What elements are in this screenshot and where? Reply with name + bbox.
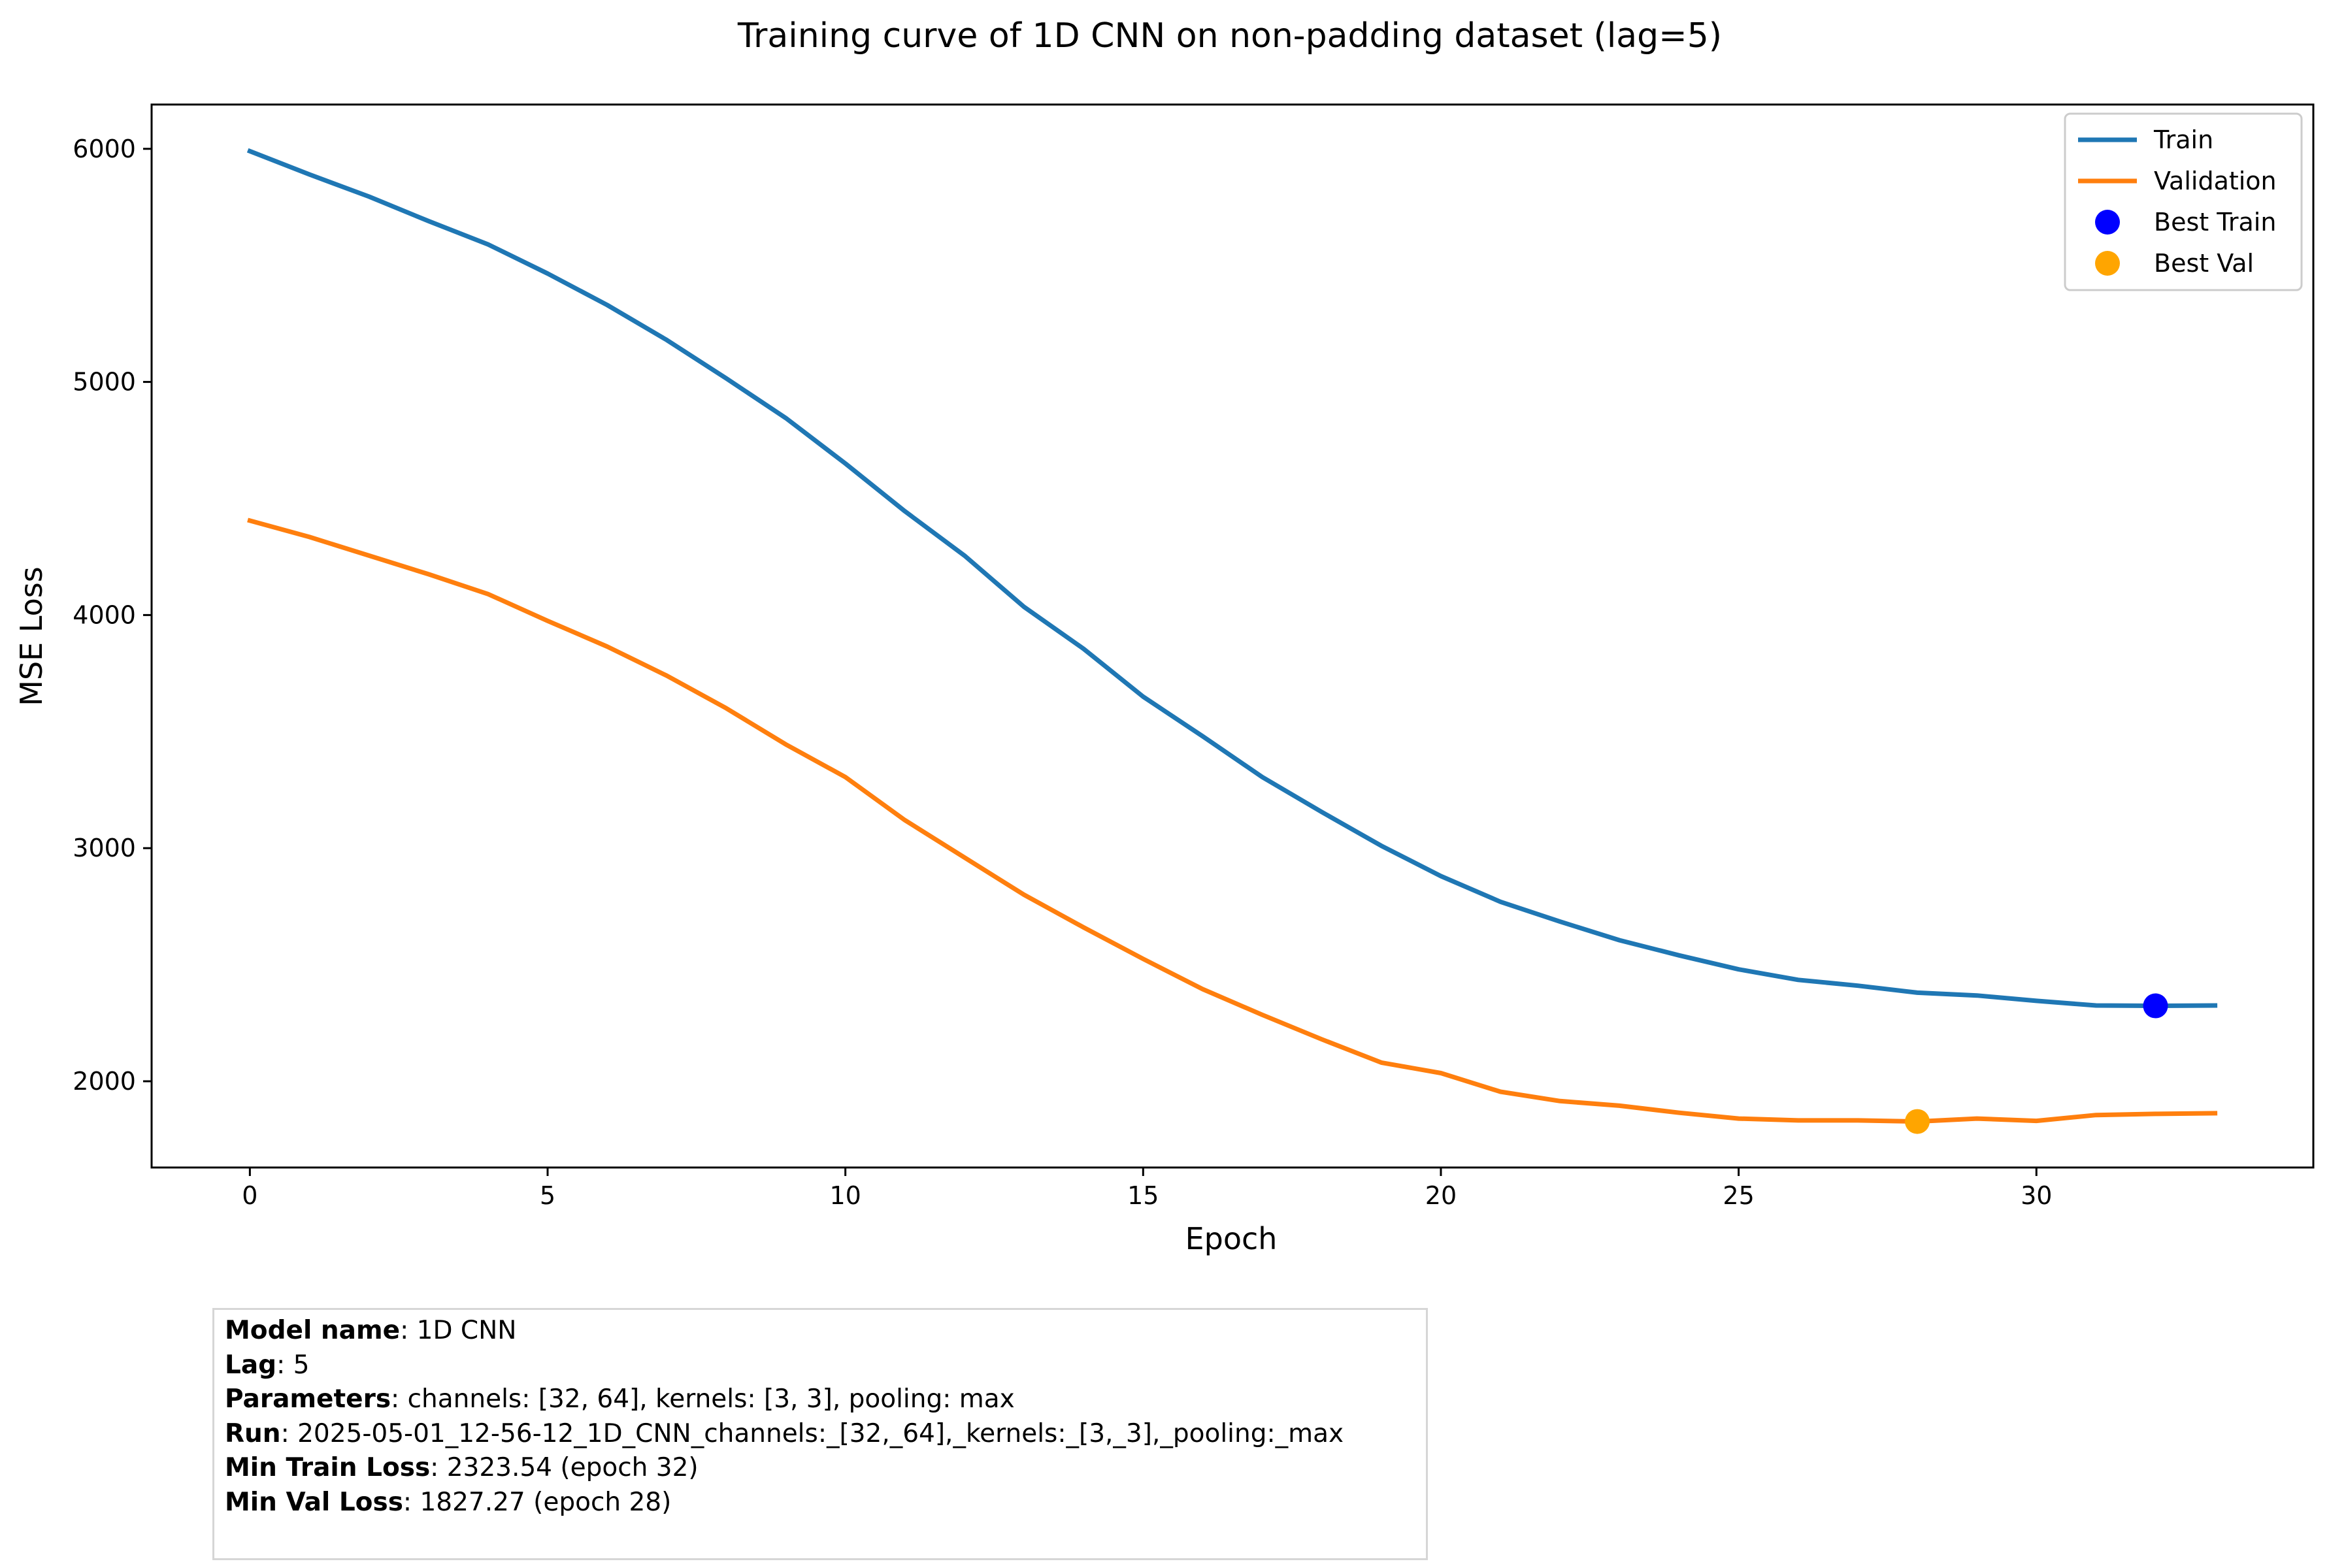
series-line-validation	[247, 517, 2218, 1124]
legend-box	[2064, 112, 2303, 291]
info-value: : 5	[276, 1350, 310, 1380]
info-value: : 1827.27 (epoch 28)	[403, 1487, 672, 1517]
info-key: Min Val Loss	[225, 1487, 403, 1517]
legend-best-train-marker	[2095, 210, 2120, 235]
legend-best-val-marker	[2095, 251, 2120, 276]
info-run: Run: 2025-05-01_12-56-12_1D_CNN_channels…	[225, 1417, 1415, 1452]
info-value: : 2323.54 (epoch 32)	[430, 1453, 699, 1482]
x-tick-label: 0	[242, 1181, 257, 1210]
chart-title: Training curve of 1D CNN on non-padding …	[737, 16, 1722, 56]
y-tick-label: 3000	[73, 834, 136, 862]
info-key: Lag	[225, 1350, 277, 1380]
legend-best-val-label: Best Val	[2154, 249, 2254, 278]
y-tick-label: 6000	[73, 135, 136, 163]
legend-validation-label: Validation	[2154, 167, 2277, 195]
legend: Train Validation Best Train Best Val	[2064, 112, 2303, 291]
info-value: : 2025-05-01_12-56-12_1D_CNN_channels:_[…	[280, 1418, 1344, 1448]
info-lag: Lag: 5	[225, 1348, 1415, 1383]
info-value: : channels: [32, 64], kernels: [3, 3], p…	[391, 1384, 1015, 1414]
legend-best-train-label: Best Train	[2154, 208, 2276, 237]
series-layer	[246, 148, 2218, 1124]
info-key: Parameters	[225, 1384, 391, 1414]
y-axis-ticks: 2000 3000 4000 5000 6000	[73, 135, 152, 1096]
y-tick-label: 2000	[73, 1067, 136, 1096]
y-tick-label: 5000	[73, 368, 136, 397]
plot-frame	[150, 103, 2315, 1169]
info-key: Min Train Loss	[225, 1453, 431, 1482]
info-model-name: Model name: 1D CNN	[225, 1314, 1415, 1348]
x-tick-label: 30	[2021, 1181, 2052, 1210]
model-info-box: Model name: 1D CNN Lag: 5 Parameters: ch…	[212, 1308, 1428, 1560]
best-train-marker	[2143, 993, 2168, 1019]
marker-layer	[1904, 993, 2168, 1134]
info-parameters: Parameters: channels: [32, 64], kernels:…	[225, 1382, 1415, 1417]
x-tick-label: 10	[829, 1181, 861, 1210]
info-min-val-loss: Min Val Loss: 1827.27 (epoch 28)	[225, 1486, 1415, 1520]
info-value: : 1D CNN	[400, 1316, 517, 1345]
info-key: Model name	[225, 1316, 401, 1345]
info-key: Run	[225, 1418, 281, 1448]
x-axis-label: Epoch	[1185, 1221, 1278, 1256]
info-min-train-loss: Min Train Loss: 2323.54 (epoch 32)	[225, 1451, 1415, 1486]
legend-train-label: Train	[2153, 125, 2213, 154]
y-tick-label: 4000	[73, 600, 136, 629]
best-val-marker	[1904, 1109, 1930, 1134]
plot-area	[152, 105, 2313, 1168]
x-axis-ticks: 0 5 10 15 20 25 30	[242, 1168, 2052, 1210]
y-axis-label: MSE Loss	[14, 566, 49, 706]
x-tick-label: 5	[540, 1181, 555, 1210]
x-tick-label: 20	[1425, 1181, 1457, 1210]
series-line-train	[246, 148, 2218, 1008]
x-tick-label: 25	[1723, 1181, 1754, 1210]
x-tick-label: 15	[1127, 1181, 1159, 1210]
